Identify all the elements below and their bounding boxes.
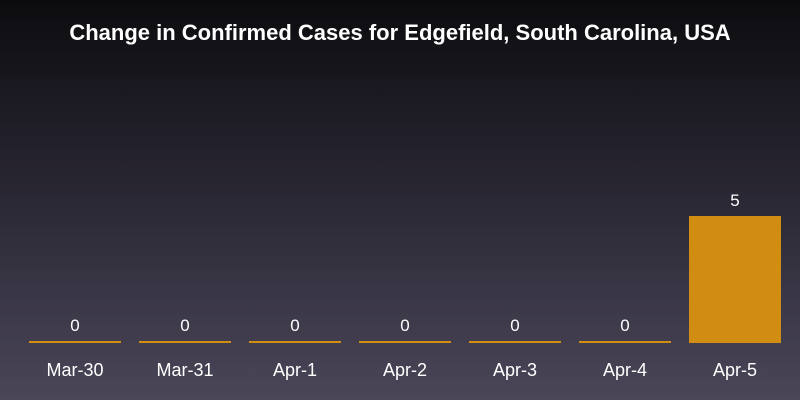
bar-apr-5 bbox=[689, 216, 781, 343]
x-tick-label-apr-4: Apr-4 bbox=[603, 360, 647, 380]
x-tick-labels-layer: Mar-30 Mar-31 Apr-1 Apr-2 Apr-3 Apr-4 Apr-5 bbox=[46, 360, 757, 380]
value-labels-layer: 0 0 0 0 0 0 5 bbox=[70, 191, 739, 335]
x-tick-label-mar-31: Mar-31 bbox=[156, 360, 213, 380]
data-label-mar-30: 0 bbox=[70, 316, 79, 335]
data-label-apr-2: 0 bbox=[400, 316, 409, 335]
bar-mar-30 bbox=[29, 341, 121, 343]
bar-mar-31 bbox=[139, 341, 231, 343]
bars-layer bbox=[29, 216, 781, 343]
bar-apr-1 bbox=[249, 341, 341, 343]
bar-apr-2 bbox=[359, 341, 451, 343]
bar-apr-4 bbox=[579, 341, 671, 343]
chart-title: Change in Confirmed Cases for Edgefield,… bbox=[69, 20, 731, 45]
data-label-apr-5: 5 bbox=[730, 191, 739, 210]
x-tick-label-apr-5: Apr-5 bbox=[713, 360, 757, 380]
data-label-apr-1: 0 bbox=[290, 316, 299, 335]
data-label-mar-31: 0 bbox=[180, 316, 189, 335]
bar-apr-3 bbox=[469, 341, 561, 343]
x-tick-label-apr-1: Apr-1 bbox=[273, 360, 317, 380]
x-tick-label-mar-30: Mar-30 bbox=[46, 360, 103, 380]
x-tick-label-apr-3: Apr-3 bbox=[493, 360, 537, 380]
data-label-apr-3: 0 bbox=[510, 316, 519, 335]
x-tick-label-apr-2: Apr-2 bbox=[383, 360, 427, 380]
data-label-apr-4: 0 bbox=[620, 316, 629, 335]
